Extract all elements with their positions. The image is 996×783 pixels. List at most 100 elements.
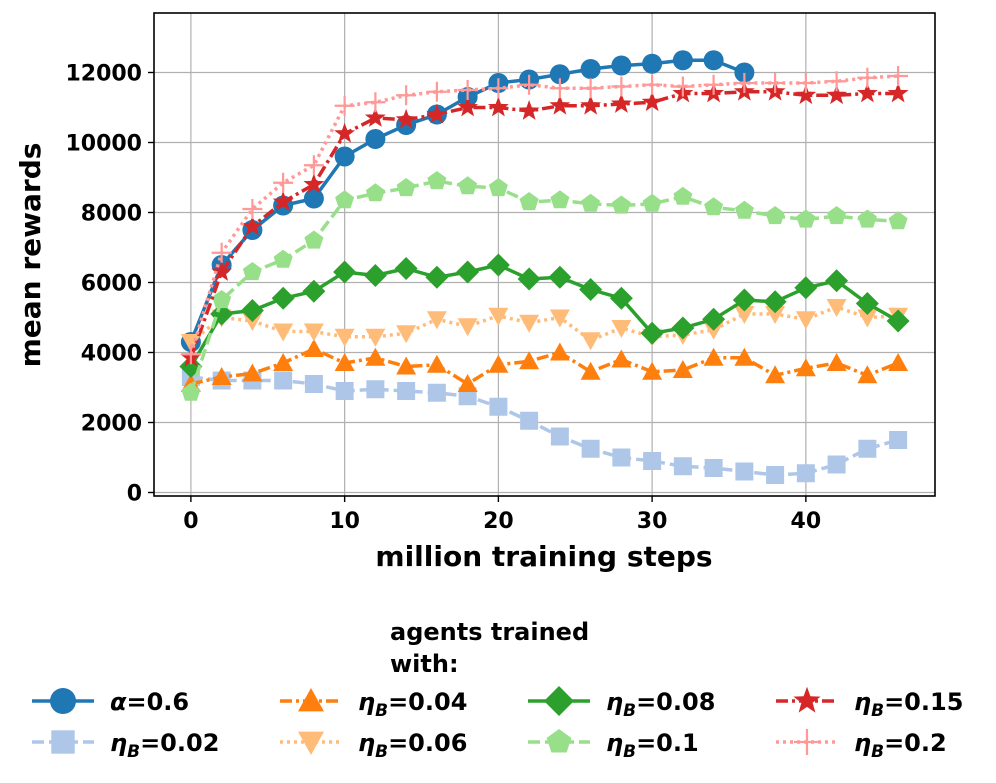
legend: agents trained with: α=0.6 ηB=0.02 ηB=0.04…: [32, 618, 963, 762]
data-point: [732, 288, 756, 312]
y-tick-label: 8000: [81, 202, 142, 227]
data-point: [734, 73, 755, 93]
data-point: [334, 146, 355, 167]
data-point: [857, 209, 877, 228]
data-point: [550, 190, 570, 209]
data-point: [427, 383, 446, 402]
data-point: [673, 186, 693, 205]
data-point: [549, 342, 570, 361]
series-line: [189, 305, 899, 344]
series-2: [180, 339, 909, 392]
data-point: [181, 382, 201, 401]
data-point: [703, 74, 724, 95]
legend-label: ηB=0.2: [854, 729, 947, 762]
data-point: [858, 439, 877, 458]
data-point: [672, 50, 693, 71]
data-point: [519, 192, 539, 211]
data-point: [211, 367, 232, 385]
data-point: [425, 265, 449, 289]
data-point: [888, 353, 909, 371]
data-point: [396, 178, 416, 197]
legend-label: ηB=0.04: [358, 688, 467, 721]
legend-marker: [50, 688, 76, 714]
y-tick-label: 0: [127, 482, 142, 507]
legend-marker: [794, 729, 820, 755]
y-tick-label: 6000: [81, 272, 142, 297]
data-point: [611, 320, 632, 338]
legend-marker: [298, 731, 324, 755]
series-line: [190, 375, 899, 477]
data-point: [704, 197, 724, 216]
data-point: [486, 253, 510, 277]
data-point: [334, 328, 355, 347]
legend-label: ηB=0.08: [606, 688, 715, 721]
data-point: [855, 292, 879, 315]
data-point: [242, 363, 263, 382]
legend-entry-5: ηB=0.1: [528, 729, 699, 762]
data-point: [827, 206, 847, 225]
legend-entry-2: ηB=0.04: [280, 688, 467, 721]
data-point: [672, 76, 693, 97]
data-point: [304, 375, 323, 393]
legend-marker: [793, 686, 821, 713]
data-point: [734, 347, 755, 366]
data-point: [396, 325, 417, 344]
data-point: [796, 464, 815, 483]
data-point: [273, 353, 294, 371]
data-point: [303, 339, 324, 357]
data-point: [887, 82, 909, 103]
data-point: [271, 286, 295, 310]
series-1: [181, 368, 908, 484]
data-point: [641, 91, 663, 112]
legend-entry-1: ηB=0.02: [32, 729, 219, 762]
data-point: [857, 365, 878, 384]
data-point: [611, 76, 632, 97]
data-point: [334, 95, 355, 116]
data-point: [766, 466, 785, 484]
data-point: [550, 427, 569, 446]
data-point: [180, 344, 201, 365]
data-point: [212, 290, 232, 309]
legend-label: α=0.6: [110, 688, 189, 716]
plot-frame: [153, 12, 936, 497]
series-line: [190, 347, 899, 386]
data-point: [303, 173, 325, 194]
data-point: [702, 307, 726, 331]
data-point: [363, 264, 387, 287]
data-point: [734, 200, 754, 219]
data-point: [640, 321, 664, 345]
data-point: [642, 361, 663, 380]
data-point: [549, 309, 570, 328]
data-point: [426, 311, 447, 330]
data-point: [826, 353, 847, 371]
data-point: [763, 290, 787, 314]
grid: [154, 13, 935, 496]
data-point: [796, 209, 816, 228]
legend-label: ηB=0.02: [110, 729, 219, 762]
data-point: [395, 108, 417, 129]
data-point: [795, 84, 817, 105]
data-point: [334, 122, 356, 143]
data-point: [456, 260, 480, 284]
data-point: [304, 230, 324, 249]
ticks: 0 10 20 30 40 0 2000 4000 6000 8000 10000 12000: [65, 62, 821, 535]
legend-entry-0: α=0.6: [32, 688, 189, 716]
data-point: [611, 55, 632, 76]
data-point: [673, 457, 692, 476]
data-point: [335, 190, 355, 209]
data-point: [487, 96, 509, 117]
data-point: [335, 382, 354, 400]
data-point: [642, 53, 663, 74]
data-point: [734, 306, 755, 324]
data-point: [396, 356, 417, 375]
data-point: [457, 318, 478, 337]
data-point: [857, 67, 878, 88]
data-point: [211, 261, 233, 281]
data-point: [365, 129, 386, 149]
data-point: [519, 74, 540, 95]
data-point: [765, 306, 786, 324]
data-point: [703, 347, 724, 366]
data-point: [642, 193, 662, 212]
legend-entry-4: ηB=0.08: [528, 686, 715, 721]
